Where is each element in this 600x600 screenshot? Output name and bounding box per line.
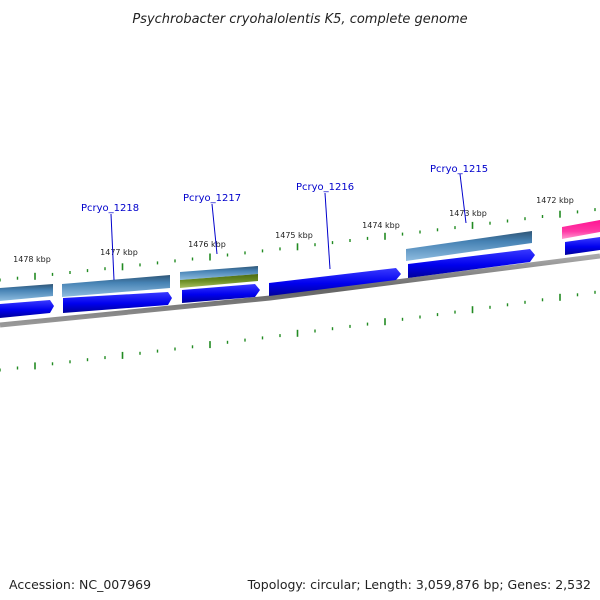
cds-arrow-pcryo-1216: [269, 268, 401, 296]
kbp-label-1477: 1477 kbp: [100, 248, 138, 257]
tick-marks-outer: [0, 208, 596, 282]
gene-label-pcryo-1216: Pcryo_1216: [296, 182, 354, 193]
tick-marks-inner: [0, 290, 596, 372]
kbp-label-1474: 1474 kbp: [362, 221, 400, 230]
kbp-label-1473: 1473 kbp: [449, 209, 487, 218]
cds-arrow-pcryo-1215: [408, 249, 535, 278]
gene-label-pcryo-1218: Pcryo_1218: [81, 203, 139, 214]
gene-upper-pcryo-1215: [406, 231, 532, 261]
gene-upper-1: [0, 284, 53, 301]
gene-upper-pcryo-1217-b: [180, 274, 258, 288]
gene-upper-pink: [562, 220, 600, 239]
gene-upper-pcryo-1217-a: [180, 266, 258, 280]
cds-arrow-1: [0, 300, 54, 318]
kbp-label-1476: 1476 kbp: [188, 240, 226, 249]
kbp-label-1472: 1472 kbp: [536, 196, 574, 205]
accession-text: Accession: NC_007969: [9, 577, 152, 592]
leader-line-pcryo-1218: [110, 213, 115, 281]
leader-line-pcryo-1215: [459, 173, 467, 224]
cds-arrow-pcryo-1217: [182, 284, 260, 303]
gene-label-pcryo-1215: Pcryo_1215: [430, 164, 488, 175]
genome-backbone: [0, 253, 600, 328]
cds-arrow-6: [565, 237, 600, 255]
genome-summary-text: Topology: circular; Length: 3,059,876 bp…: [247, 577, 591, 592]
leader-line-pcryo-1216: [324, 192, 331, 270]
gene-upper-pcryo-1218: [62, 275, 170, 297]
cds-arrow-pcryo-1218: [63, 292, 172, 313]
kbp-label-1478: 1478 kbp: [13, 255, 51, 264]
leader-line-pcryo-1217: [211, 203, 218, 255]
map-title: Psychrobacter cryohalolentis K5, complet…: [132, 12, 467, 27]
gene-label-pcryo-1217: Pcryo_1217: [183, 193, 241, 204]
kbp-label-1475: 1475 kbp: [275, 231, 313, 240]
